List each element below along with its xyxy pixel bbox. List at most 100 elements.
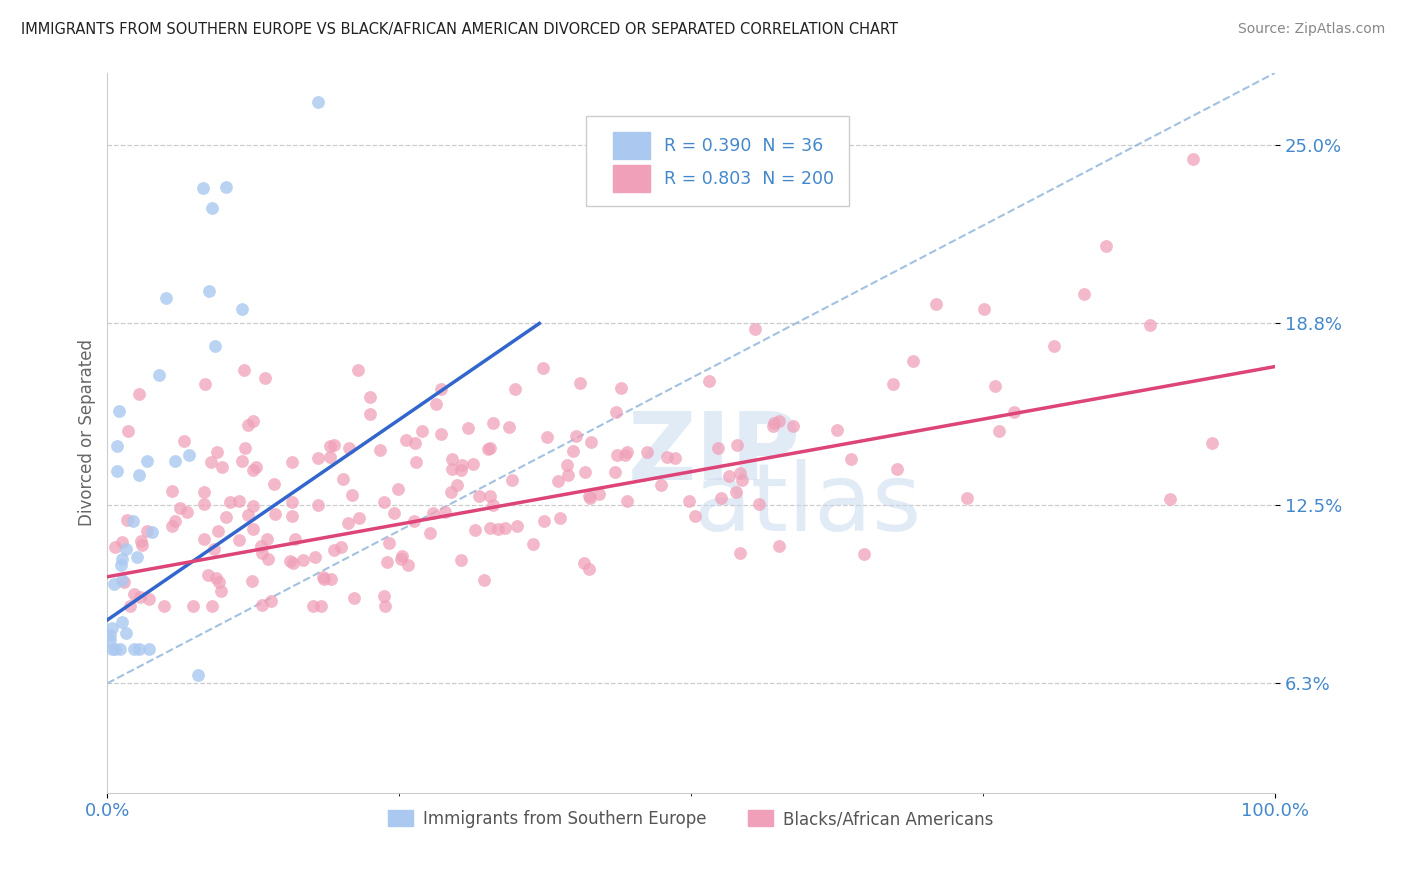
Point <box>579 434 602 449</box>
Point <box>373 590 395 604</box>
Point <box>478 442 501 456</box>
Point <box>231 454 253 468</box>
Point <box>498 419 520 434</box>
Point <box>1002 405 1025 419</box>
Point <box>391 549 413 563</box>
Point <box>105 439 128 453</box>
Point <box>104 540 127 554</box>
Point <box>323 542 346 557</box>
Point <box>533 514 555 528</box>
Point <box>606 448 628 462</box>
Point <box>122 514 145 528</box>
Point <box>209 583 232 598</box>
Text: IMMIGRANTS FROM SOUTHERN EUROPE VS BLACK/AFRICAN AMERICAN DIVORCED OR SEPARATED : IMMIGRANTS FROM SOUTHERN EUROPE VS BLACK… <box>21 22 898 37</box>
Point <box>104 641 127 656</box>
Point <box>536 430 558 444</box>
Point <box>451 458 474 472</box>
Point <box>141 524 163 539</box>
Point <box>281 455 304 469</box>
Point <box>148 368 170 382</box>
Point <box>984 378 1007 392</box>
Point <box>98 628 121 642</box>
Point <box>236 508 259 523</box>
Point <box>450 463 472 477</box>
Point <box>486 522 509 536</box>
Point <box>233 441 256 455</box>
Point <box>131 538 153 552</box>
Text: ZIP: ZIP <box>628 409 801 500</box>
Point <box>547 474 569 488</box>
Point <box>748 497 770 511</box>
Point <box>162 483 184 498</box>
Text: R = 0.390  N = 36: R = 0.390 N = 36 <box>664 136 824 154</box>
Point <box>125 550 148 565</box>
Point <box>129 590 152 604</box>
Point <box>446 478 468 492</box>
Point <box>176 505 198 519</box>
Point <box>616 493 638 508</box>
Point <box>115 626 138 640</box>
Point <box>280 495 302 509</box>
Point <box>307 95 329 109</box>
Point <box>731 473 754 487</box>
Point <box>280 554 302 568</box>
Point <box>718 468 741 483</box>
Point <box>461 457 484 471</box>
Point <box>129 534 152 549</box>
Point <box>110 558 132 572</box>
Point <box>901 354 924 368</box>
Point <box>307 498 329 512</box>
Point <box>562 443 585 458</box>
Point <box>956 491 979 505</box>
Point <box>479 489 502 503</box>
Point <box>404 436 426 450</box>
Point <box>264 507 287 521</box>
Point <box>610 381 633 395</box>
Point <box>202 541 225 556</box>
Point <box>343 591 366 605</box>
Point <box>728 546 751 560</box>
Point <box>128 387 150 401</box>
Point <box>165 514 187 528</box>
Point <box>347 511 370 525</box>
Point <box>697 374 720 388</box>
Point <box>479 521 502 535</box>
Point <box>117 424 139 438</box>
Point <box>236 418 259 433</box>
Point <box>374 599 396 613</box>
Point <box>108 641 131 656</box>
Point <box>179 448 201 462</box>
Point <box>925 296 948 310</box>
Point <box>482 416 505 430</box>
Point <box>263 477 285 491</box>
Point <box>254 370 277 384</box>
Point <box>505 519 527 533</box>
Point <box>494 521 516 535</box>
Point <box>464 523 486 537</box>
Point <box>115 542 138 557</box>
Point <box>114 575 136 590</box>
Point <box>98 633 121 648</box>
Point <box>477 442 499 457</box>
Point <box>163 454 186 468</box>
Point <box>569 376 592 390</box>
Point <box>389 551 412 566</box>
Point <box>111 552 134 566</box>
Point <box>375 555 398 569</box>
Point <box>373 494 395 508</box>
Point <box>153 599 176 613</box>
Point <box>359 390 381 404</box>
Point <box>425 396 447 410</box>
Point <box>359 407 381 421</box>
Point <box>304 549 326 564</box>
Point <box>468 489 491 503</box>
Point <box>683 508 706 523</box>
Point <box>207 524 229 538</box>
Point <box>111 573 134 587</box>
Point <box>280 509 302 524</box>
Point <box>101 621 124 635</box>
Point <box>242 574 264 589</box>
Point <box>105 464 128 478</box>
Point <box>1073 287 1095 301</box>
Point <box>457 421 479 435</box>
